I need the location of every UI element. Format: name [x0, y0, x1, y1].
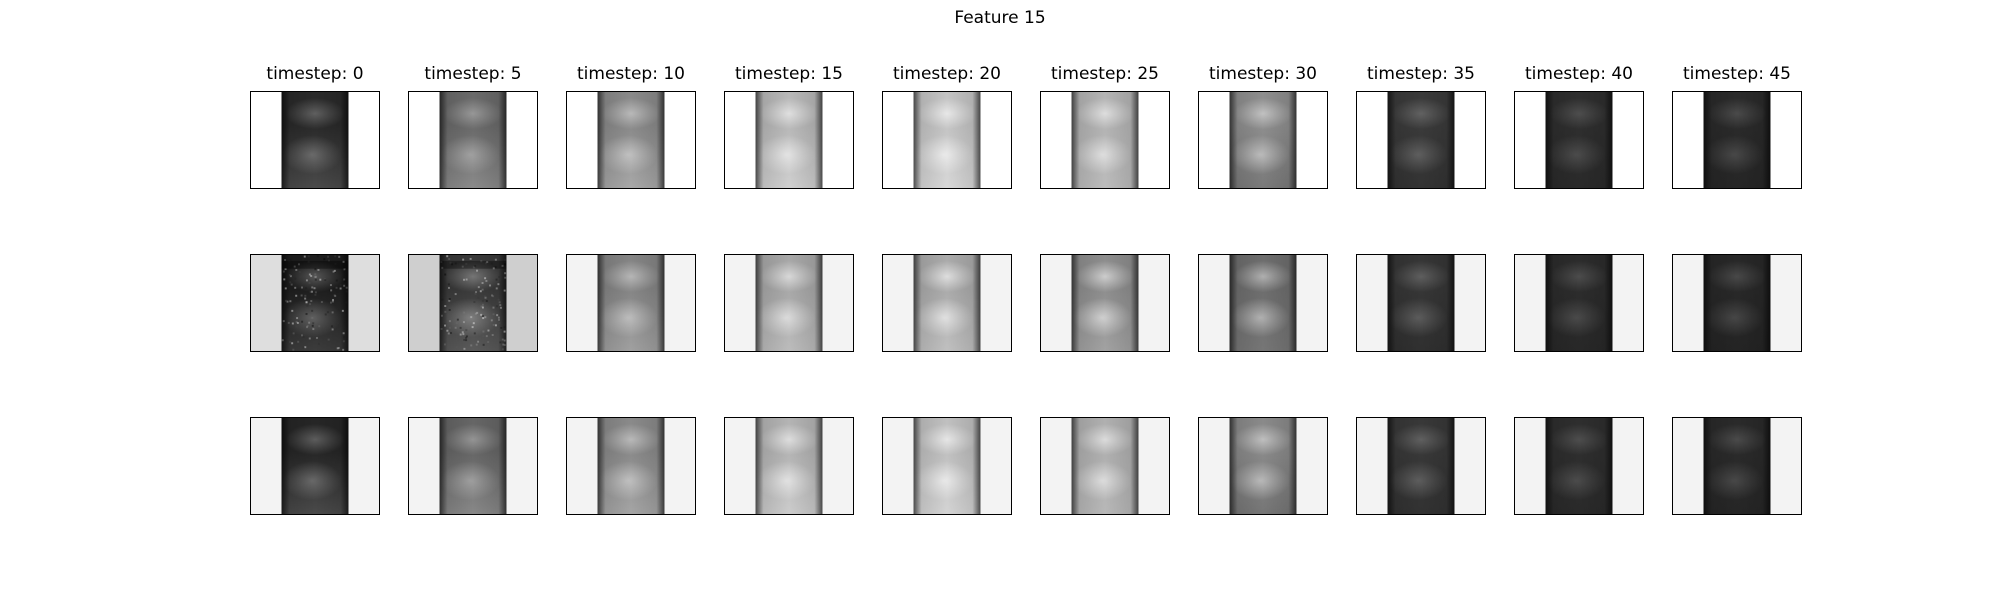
- feature-map-image: [1673, 255, 1801, 351]
- feature-map-image: [567, 92, 695, 188]
- column-title: timestep: 20: [893, 64, 1001, 84]
- feature-map-image: [251, 92, 379, 188]
- feature-map-panel: [1672, 417, 1802, 515]
- feature-map-image: [1515, 255, 1643, 351]
- feature-map-image: [883, 255, 1011, 351]
- feature-map-panel: [882, 417, 1012, 515]
- feature-map-image: [725, 255, 853, 351]
- feature-map-panel: [882, 91, 1012, 189]
- feature-map-panel: [566, 417, 696, 515]
- feature-map-image: [725, 92, 853, 188]
- feature-map-panel: [1356, 417, 1486, 515]
- feature-map-image: [409, 92, 537, 188]
- figure-title: Feature 15: [954, 8, 1046, 28]
- feature-map-image: [1199, 418, 1327, 514]
- feature-map-image: [1515, 418, 1643, 514]
- column-title: timestep: 30: [1209, 64, 1317, 84]
- feature-map-image: [1357, 92, 1485, 188]
- feature-map-panel: [1672, 254, 1802, 352]
- feature-map-panel: [1040, 91, 1170, 189]
- feature-map-panel: [408, 254, 538, 352]
- feature-map-panel: [1514, 254, 1644, 352]
- column-title: timestep: 35: [1367, 64, 1475, 84]
- feature-map-panel: [724, 417, 854, 515]
- feature-map-panel: [408, 417, 538, 515]
- feature-map-panel: [566, 91, 696, 189]
- feature-map-image: [567, 255, 695, 351]
- column-title: timestep: 45: [1683, 64, 1791, 84]
- feature-map-image: [883, 92, 1011, 188]
- column-title: timestep: 0: [266, 64, 364, 84]
- feature-map-image: [251, 255, 379, 351]
- feature-map-image: [1357, 255, 1485, 351]
- column-title: timestep: 5: [424, 64, 522, 84]
- feature-map-panel: [1356, 91, 1486, 189]
- feature-map-panel: [1514, 417, 1644, 515]
- feature-map-panel: [1198, 417, 1328, 515]
- feature-map-image: [1357, 418, 1485, 514]
- column-title: timestep: 15: [735, 64, 843, 84]
- feature-map-image: [1199, 92, 1327, 188]
- feature-map-panel: [724, 254, 854, 352]
- feature-map-image: [1041, 418, 1169, 514]
- feature-map-image: [883, 418, 1011, 514]
- feature-map-image: [251, 418, 379, 514]
- feature-map-image: [725, 418, 853, 514]
- feature-map-image: [1199, 255, 1327, 351]
- column-title: timestep: 10: [577, 64, 685, 84]
- feature-map-panel: [882, 254, 1012, 352]
- feature-map-image: [1515, 92, 1643, 188]
- feature-map-image: [1673, 418, 1801, 514]
- feature-map-panel: [1198, 91, 1328, 189]
- feature-map-panel: [1672, 91, 1802, 189]
- column-title: timestep: 40: [1525, 64, 1633, 84]
- feature-map-image: [1041, 255, 1169, 351]
- feature-map-panel: [1356, 254, 1486, 352]
- feature-map-image: [1673, 92, 1801, 188]
- feature-map-panel: [250, 417, 380, 515]
- feature-map-panel: [250, 254, 380, 352]
- feature-map-panel: [1514, 91, 1644, 189]
- column-title: timestep: 25: [1051, 64, 1159, 84]
- feature-map-panel: [1198, 254, 1328, 352]
- feature-map-panel: [566, 254, 696, 352]
- feature-map-panel: [250, 91, 380, 189]
- feature-map-image: [567, 418, 695, 514]
- feature-map-image: [409, 418, 537, 514]
- feature-map-image: [409, 255, 537, 351]
- feature-map-image: [1041, 92, 1169, 188]
- feature-map-panel: [724, 91, 854, 189]
- feature-map-panel: [1040, 254, 1170, 352]
- feature-map-panel: [408, 91, 538, 189]
- feature-map-panel: [1040, 417, 1170, 515]
